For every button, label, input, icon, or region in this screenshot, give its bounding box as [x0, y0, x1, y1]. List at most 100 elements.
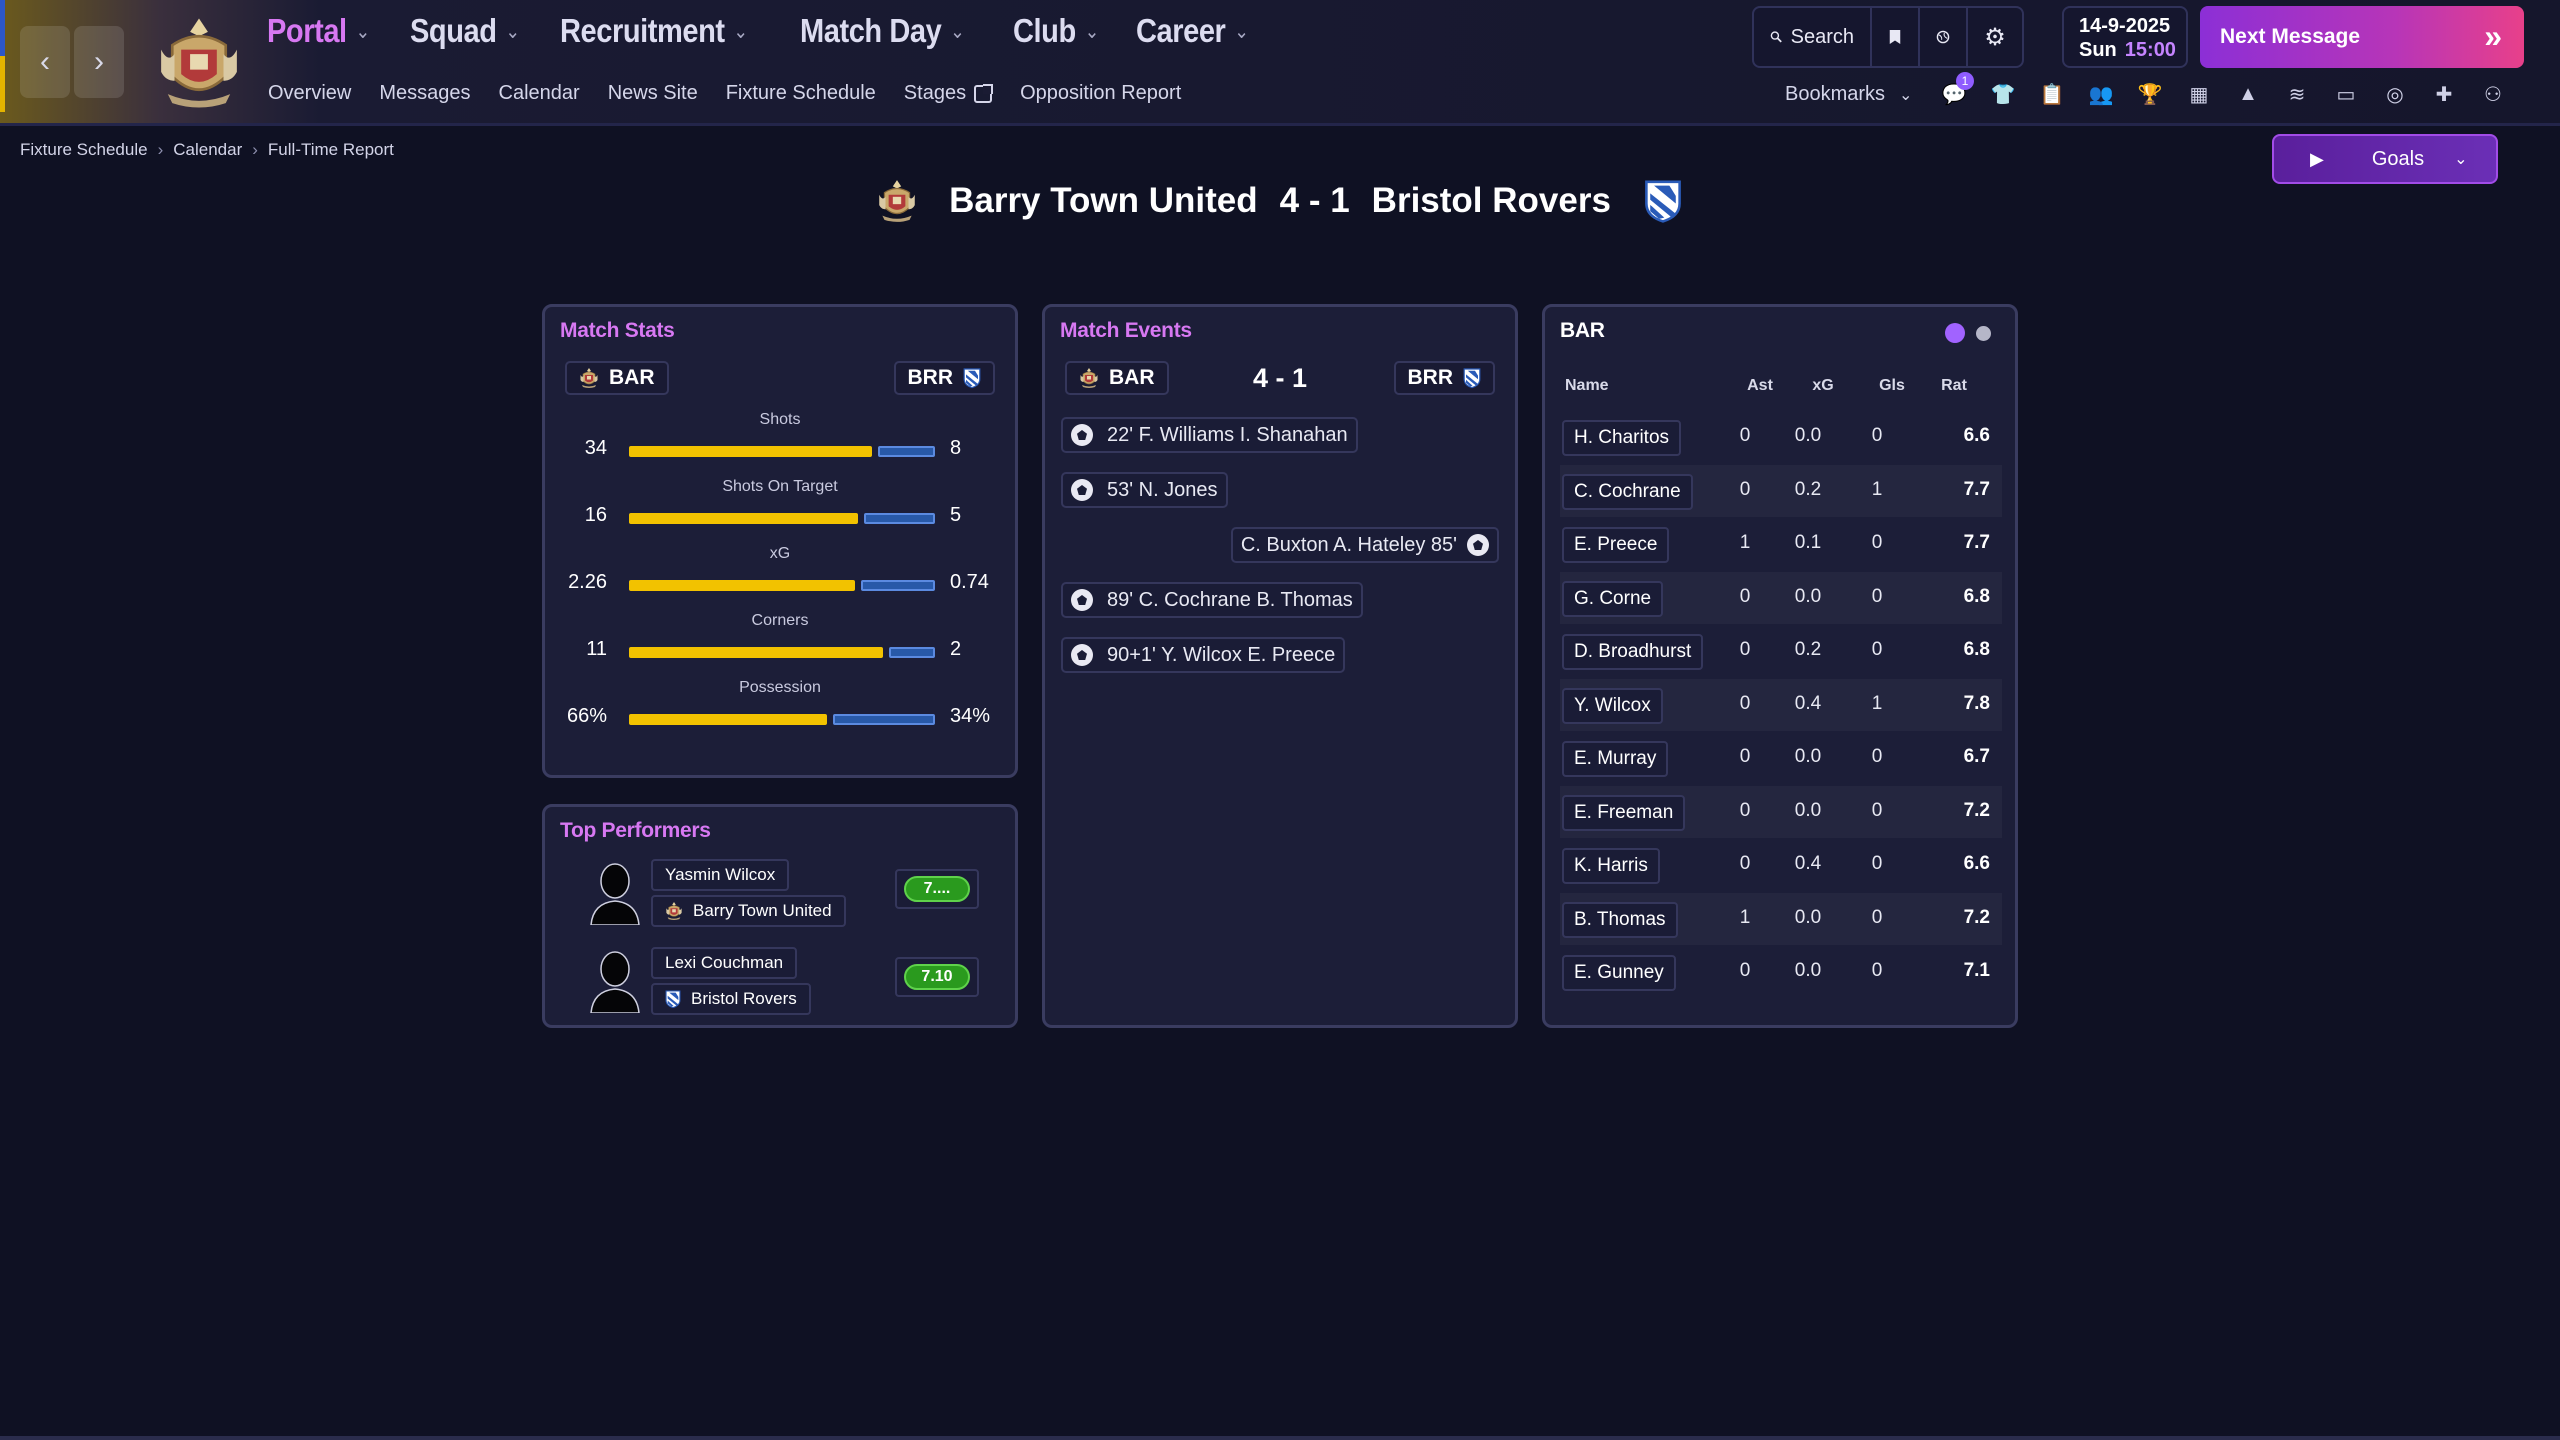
performer-club[interactable]: Bristol Rovers	[651, 983, 811, 1015]
header-toolbar: Search ⚙	[1752, 6, 2024, 68]
menu-squad[interactable]: Squad ⌄	[410, 12, 520, 50]
kit-shortcut[interactable]: 👕	[1989, 80, 2017, 108]
medical-shortcut[interactable]: ✚	[2430, 80, 2458, 108]
play-icon: ▶	[2310, 148, 2324, 169]
player-name[interactable]: B. Thomas	[1562, 901, 1678, 938]
player-xg: 0.0	[1794, 425, 1822, 446]
away-team-name[interactable]: Bristol Rovers	[1371, 181, 1611, 220]
submenu-overview[interactable]: Overview	[268, 82, 352, 104]
table-row[interactable]: E. Gunney 0 0.0 0 7.1	[1560, 946, 2002, 998]
menu-recruitment[interactable]: Recruitment ⌄	[560, 12, 748, 50]
forward-button[interactable]: ›	[74, 26, 124, 98]
breadcrumb-fixture-schedule[interactable]: Fixture Schedule	[20, 140, 148, 159]
club-crest-icon[interactable]	[152, 14, 246, 112]
back-button[interactable]: ‹	[20, 26, 70, 98]
table-row[interactable]: H. Charitos 0 0.0 0 6.6	[1560, 411, 2002, 463]
player-avatar[interactable]	[587, 947, 643, 1013]
player-name[interactable]: E. Preece	[1562, 527, 1670, 563]
match-event-goal[interactable]: 90+1' Y. Wilcox E. Preece	[1061, 637, 1346, 673]
table-row[interactable]: E. Preece 1 0.1 0 7.7	[1560, 518, 2002, 570]
submenu-fixture-schedule[interactable]: Fixture Schedule	[725, 82, 876, 104]
menu-match-day[interactable]: Match Day ⌄	[800, 12, 965, 50]
table-row[interactable]: E. Freeman 0 0.0 0 7.2	[1560, 785, 2002, 838]
page-indicator-active[interactable]	[1945, 323, 1965, 343]
column-header-assists[interactable]: Ast	[1747, 377, 1773, 394]
match-event-goal[interactable]: 89' C. Cochrane B. Thomas	[1061, 582, 1363, 618]
date-time-display[interactable]: 14-9-2025 Sun 15:00	[2062, 6, 2188, 68]
table-row[interactable]: B. Thomas 1 0.0 0 7.2	[1560, 892, 2002, 945]
table-row[interactable]: G. Corne 0 0.0 0 6.8	[1560, 571, 2002, 624]
player-xg: 0.4	[1794, 692, 1822, 714]
column-header-rating[interactable]: Rat	[1941, 377, 1967, 394]
page-indicator-inactive[interactable]	[1976, 326, 1991, 341]
menu-label: Career	[1136, 12, 1226, 49]
globe-button[interactable]	[1920, 8, 1968, 66]
match-event-goal[interactable]: 22' F. Williams I. Shanahan	[1061, 417, 1358, 453]
table-row[interactable]: D. Broadhurst 0 0.2 0 6.8	[1560, 625, 2002, 677]
breadcrumb-calendar[interactable]: Calendar	[173, 140, 243, 159]
column-header-xg[interactable]: xG	[1812, 377, 1834, 394]
player-name[interactable]: E. Murray	[1562, 741, 1669, 777]
bookmarks-dropdown[interactable]: Bookmarks ⌄	[1785, 83, 1912, 106]
submenu-stages[interactable]: Stages	[904, 82, 994, 105]
goals-highlights-button[interactable]: ▶ Goals ⌄	[2272, 134, 2498, 184]
performer-name[interactable]: Yasmin Wilcox	[651, 859, 790, 891]
player-xg: 0.0	[1794, 585, 1822, 607]
search-button[interactable]: Search	[1754, 8, 1872, 66]
match-event-goal[interactable]: 53' N. Jones	[1061, 472, 1228, 508]
performer-club[interactable]: Barry Town United	[651, 895, 846, 927]
player-name[interactable]: C. Cochrane	[1562, 473, 1693, 510]
match-event-goal[interactable]: C. Buxton A. Hateley 85'	[1230, 527, 1499, 563]
player-name[interactable]: E. Freeman	[1562, 794, 1686, 831]
player-xg: 0.4	[1794, 853, 1822, 874]
player-name[interactable]: E. Gunney	[1562, 955, 1676, 991]
table-row[interactable]: C. Cochrane 0 0.2 1 7.7	[1560, 464, 2002, 517]
day-time: Sun 15:00	[2079, 38, 2186, 62]
menu-club[interactable]: Club ⌄	[1013, 12, 1099, 50]
tactics-shortcut[interactable]: 📋	[2038, 80, 2066, 108]
gear-icon: ⚙	[1984, 23, 2006, 51]
manager-shortcut[interactable]: ⚇	[2479, 80, 2507, 108]
player-gls: 1	[1871, 478, 1883, 500]
menu-career[interactable]: Career ⌄	[1136, 12, 1249, 50]
player-name[interactable]: G. Corne	[1562, 580, 1664, 617]
player-gls: 1	[1871, 692, 1883, 714]
messages-shortcut[interactable]: 💬 1	[1940, 72, 1974, 108]
player-avatar[interactable]	[587, 859, 643, 925]
submenu-messages[interactable]: Messages	[379, 82, 471, 104]
player-name[interactable]: D. Broadhurst	[1562, 634, 1704, 670]
player-name[interactable]: Y. Wilcox	[1562, 687, 1663, 724]
table-row[interactable]: E. Murray 0 0.0 0 6.7	[1560, 732, 2002, 784]
menu-portal[interactable]: Portal ⌄	[267, 12, 370, 50]
home-team-name[interactable]: Barry Town United	[949, 181, 1258, 220]
column-header-name[interactable]: Name	[1565, 377, 1609, 394]
table-row[interactable]: K. Harris 0 0.4 0 6.6	[1560, 839, 2002, 891]
trophy-shortcut[interactable]: 🏆	[2136, 80, 2164, 108]
submenu-opposition-report[interactable]: Opposition Report	[1020, 82, 1182, 104]
player-ast: 0	[1739, 853, 1751, 874]
calendar-shortcut[interactable]: ▦	[2185, 80, 2213, 108]
scouting-shortcut[interactable]: ◎	[2381, 80, 2409, 108]
performer-rating: 7.10	[895, 957, 979, 997]
finances-shortcut[interactable]: ≋	[2283, 80, 2311, 108]
performer-name[interactable]: Lexi Couchman	[651, 947, 798, 979]
staff-shortcut[interactable]: 👥	[2087, 80, 2115, 108]
training-shortcut[interactable]: ▲	[2234, 80, 2262, 108]
column-header-goals[interactable]: Gls	[1879, 377, 1905, 394]
settings-button[interactable]: ⚙	[1968, 8, 2022, 66]
submenu-calendar[interactable]: Calendar	[498, 82, 580, 104]
notebook-button[interactable]	[1872, 8, 1920, 66]
home-crest-icon[interactable]	[875, 178, 919, 224]
table-row[interactable]: Y. Wilcox 0 0.4 1 7.8	[1560, 678, 2002, 731]
transfers-shortcut[interactable]: ▭	[2332, 80, 2360, 108]
globe-icon	[1936, 30, 1950, 44]
stat-label: Corners	[751, 612, 809, 629]
player-gls: 0	[1871, 960, 1883, 981]
away-crest-icon[interactable]	[1641, 178, 1685, 224]
submenu-news-site[interactable]: News Site	[607, 82, 698, 104]
calendar-icon: ▦	[2189, 83, 2209, 106]
player-ast: 0	[1739, 746, 1751, 767]
player-name[interactable]: H. Charitos	[1562, 420, 1682, 456]
next-message-button[interactable]: Next Message »	[2200, 6, 2524, 68]
player-name[interactable]: K. Harris	[1562, 848, 1660, 884]
